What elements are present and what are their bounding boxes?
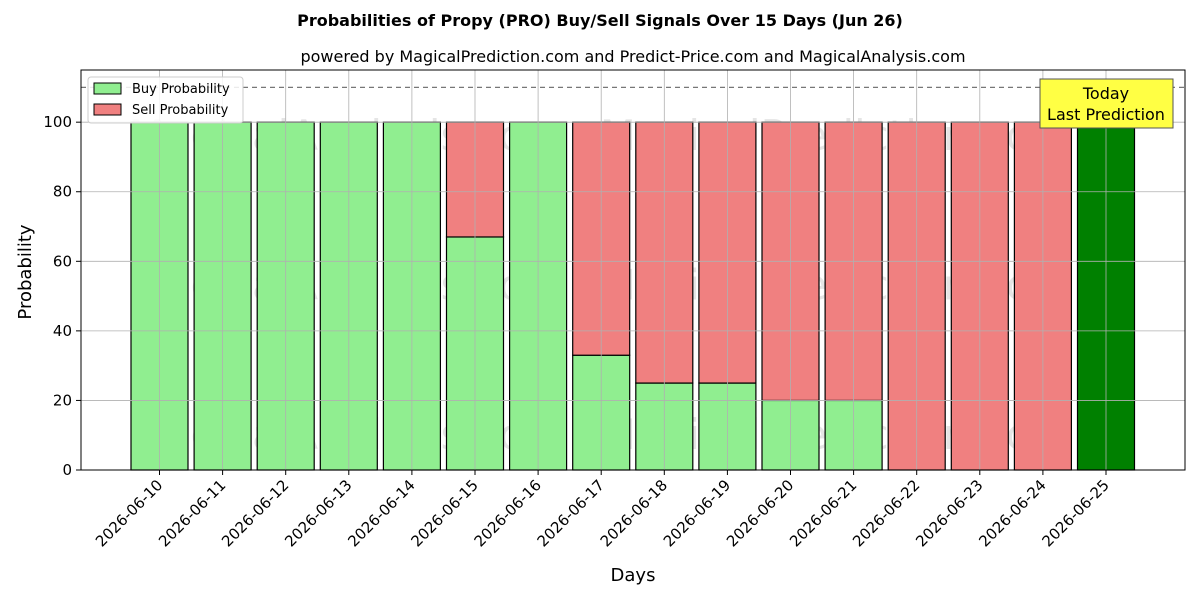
legend-box (87, 76, 244, 124)
legend-swatch (93, 103, 122, 116)
x-tick-label: 2026-06-12 (218, 476, 292, 550)
x-tick-label: 2026-06-16 (471, 476, 545, 550)
plot-area: MagicalAnalysis.comMagicalPrediction.com… (43, 69, 1186, 550)
x-axis-label: Days (611, 565, 656, 586)
x-tick-label: 2026-06-21 (786, 476, 860, 550)
chart-title: Probabilities of Propy (PRO) Buy/Sell Si… (297, 11, 903, 30)
y-axis-label: Probability (15, 224, 36, 319)
x-tick-label: 2026-06-13 (281, 476, 355, 550)
today-annotation-line1: Today (1082, 84, 1129, 103)
today-annotation-line2: Last Prediction (1047, 105, 1165, 124)
legend-swatch (93, 82, 122, 95)
x-tick-label: 2026-06-23 (912, 476, 986, 550)
x-tick-label: 2026-06-17 (534, 476, 608, 550)
x-tick-label: 2026-06-24 (975, 476, 1049, 550)
x-tick-label: 2026-06-20 (723, 476, 797, 550)
x-tick-label: 2026-06-19 (660, 476, 734, 550)
y-tick-label: 60 (53, 252, 72, 270)
legend-label: Sell Probability (132, 103, 229, 118)
legend-label: Buy Probability (132, 82, 230, 97)
x-tick-label: 2026-06-14 (344, 476, 418, 550)
y-tick-label: 100 (43, 113, 72, 131)
x-tick-label: 2026-06-15 (407, 476, 481, 550)
x-tick-label: 2026-06-25 (1038, 476, 1112, 550)
plot-frame (80, 69, 1186, 471)
today-annotation-box (1039, 78, 1174, 129)
x-tick-label: 2026-06-11 (155, 476, 229, 550)
y-tick-label: 20 (53, 391, 72, 409)
y-tick-label: 80 (53, 183, 72, 201)
x-tick-label: 2026-06-18 (597, 476, 671, 550)
chart-subtitle: powered by MagicalPrediction.com and Pre… (300, 47, 965, 66)
x-tick-label: 2026-06-10 (92, 476, 166, 550)
x-tick-label: 2026-06-22 (849, 476, 923, 550)
y-tick-label: 40 (53, 322, 72, 340)
y-tick-label: 0 (62, 461, 72, 479)
